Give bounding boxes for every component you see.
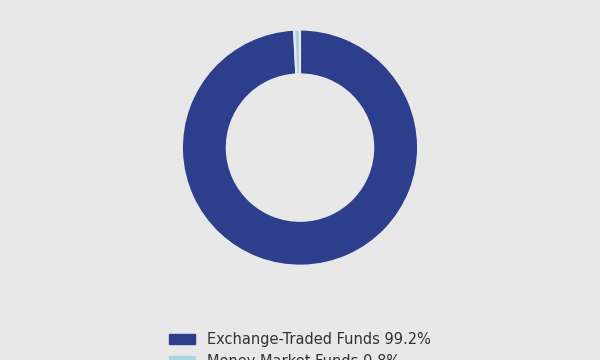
Legend: Exchange-Traded Funds 99.2%, Money Market Funds 0.8%: Exchange-Traded Funds 99.2%, Money Marke…: [162, 325, 438, 360]
Wedge shape: [294, 30, 300, 75]
Wedge shape: [182, 30, 418, 266]
